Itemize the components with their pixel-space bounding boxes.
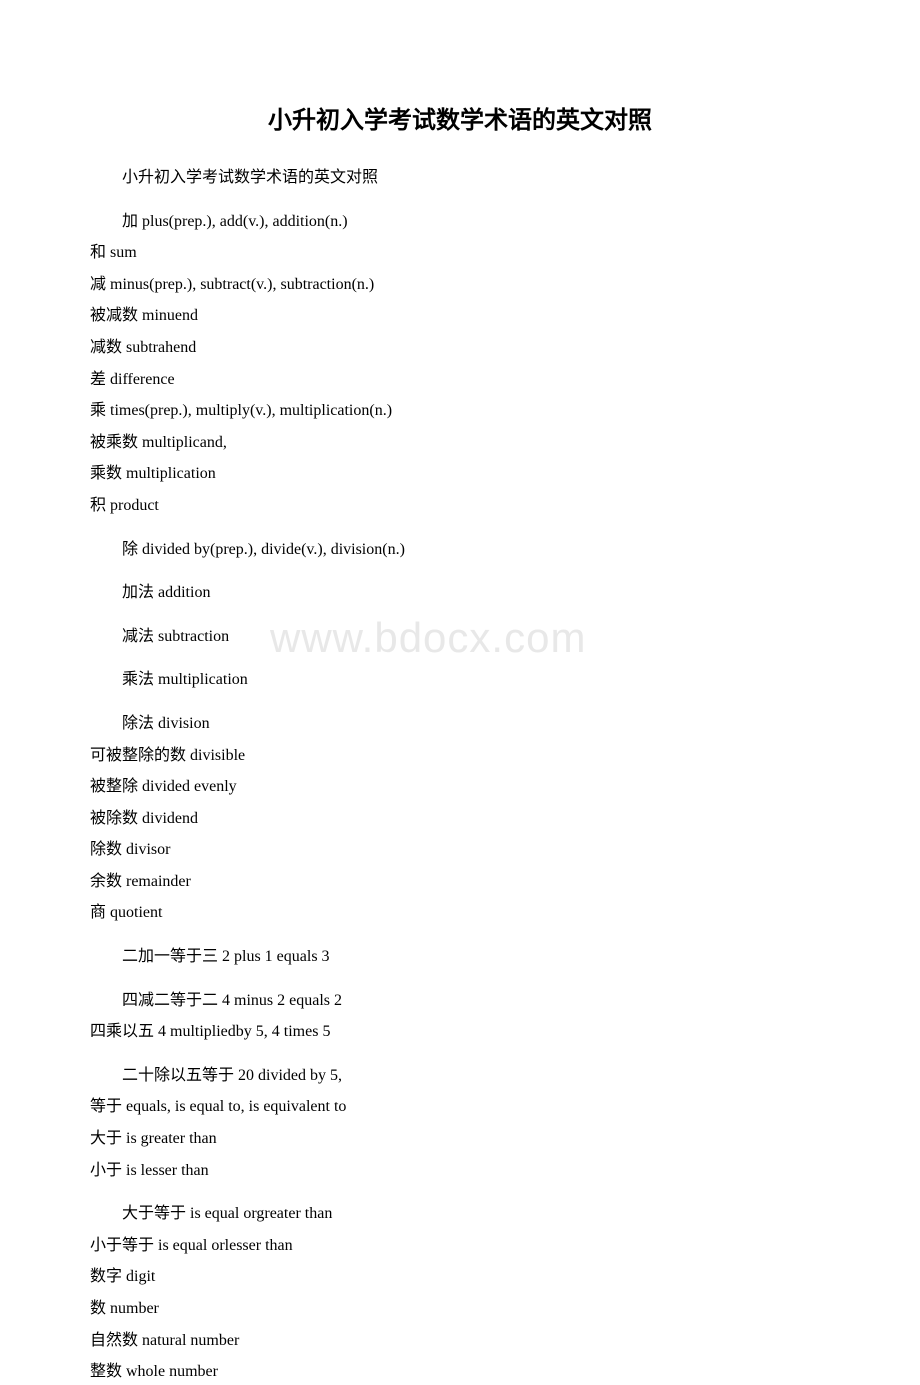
text-line: 等于 equals, is equal to, is equivalent to bbox=[90, 1094, 830, 1120]
text-line: 二加一等于三 2 plus 1 equals 3 bbox=[90, 944, 830, 970]
text-line: 小于 is lesser than bbox=[90, 1158, 830, 1184]
text-line: 减 minus(prep.), subtract(v.), subtractio… bbox=[90, 272, 830, 298]
text-line: 和 sum bbox=[90, 240, 830, 266]
block-subtraction: 减法 subtraction bbox=[90, 624, 830, 650]
text-line: 减数 subtrahend bbox=[90, 335, 830, 361]
text-line: 减法 subtraction bbox=[90, 624, 830, 650]
document-content: 小升初入学考试数学术语的英文对照 小升初入学考试数学术语的英文对照 加 plus… bbox=[90, 100, 830, 1385]
page-title: 小升初入学考试数学术语的英文对照 bbox=[90, 100, 830, 135]
block-example-divide: 二十除以五等于 20 divided by 5, 等于 equals, is e… bbox=[90, 1063, 830, 1183]
block-divide: 除 divided by(prep.), divide(v.), divisio… bbox=[90, 537, 830, 563]
block-example-plus: 二加一等于三 2 plus 1 equals 3 bbox=[90, 944, 830, 970]
text-line: 小升初入学考试数学术语的英文对照 bbox=[90, 165, 830, 191]
block-division: 除法 division 可被整除的数 divisible 被整除 divided… bbox=[90, 711, 830, 926]
text-line: 商 quotient bbox=[90, 900, 830, 926]
text-line: 除法 division bbox=[90, 711, 830, 737]
text-line: 数 number bbox=[90, 1296, 830, 1322]
block-intro: 小升初入学考试数学术语的英文对照 bbox=[90, 165, 830, 191]
text-line: 小于等于 is equal orlesser than bbox=[90, 1233, 830, 1259]
text-line: 差 difference bbox=[90, 367, 830, 393]
text-line: 整数 whole number bbox=[90, 1359, 830, 1385]
text-line: 乘法 multiplication bbox=[90, 667, 830, 693]
text-line: 除数 divisor bbox=[90, 837, 830, 863]
text-line: 乘数 multiplication bbox=[90, 461, 830, 487]
text-line: 余数 remainder bbox=[90, 869, 830, 895]
block-multiplication: 乘法 multiplication bbox=[90, 667, 830, 693]
text-line: 被减数 minuend bbox=[90, 303, 830, 329]
text-line: 数字 digit bbox=[90, 1264, 830, 1290]
text-line: 被整除 divided evenly bbox=[90, 774, 830, 800]
text-line: 可被整除的数 divisible bbox=[90, 743, 830, 769]
block-arithmetic: 加 plus(prep.), add(v.), addition(n.) 和 s… bbox=[90, 209, 830, 519]
text-line: 被乘数 multiplicand, bbox=[90, 430, 830, 456]
text-line: 大于 is greater than bbox=[90, 1126, 830, 1152]
text-line: 加法 addition bbox=[90, 580, 830, 606]
text-line: 自然数 natural number bbox=[90, 1328, 830, 1354]
text-line: 加 plus(prep.), add(v.), addition(n.) bbox=[90, 209, 830, 235]
block-addition: 加法 addition bbox=[90, 580, 830, 606]
block-comparison: 大于等于 is equal orgreater than 小于等于 is equ… bbox=[90, 1201, 830, 1385]
text-line: 大于等于 is equal orgreater than bbox=[90, 1201, 830, 1227]
text-line: 积 product bbox=[90, 493, 830, 519]
text-line: 被除数 dividend bbox=[90, 806, 830, 832]
block-example-minus: 四减二等于二 4 minus 2 equals 2 四乘以五 4 multipl… bbox=[90, 988, 830, 1045]
text-line: 四乘以五 4 multipliedby 5, 4 times 5 bbox=[90, 1019, 830, 1045]
text-line: 乘 times(prep.), multiply(v.), multiplica… bbox=[90, 398, 830, 424]
text-line: 二十除以五等于 20 divided by 5, bbox=[90, 1063, 830, 1089]
text-line: 四减二等于二 4 minus 2 equals 2 bbox=[90, 988, 830, 1014]
text-line: 除 divided by(prep.), divide(v.), divisio… bbox=[90, 537, 830, 563]
